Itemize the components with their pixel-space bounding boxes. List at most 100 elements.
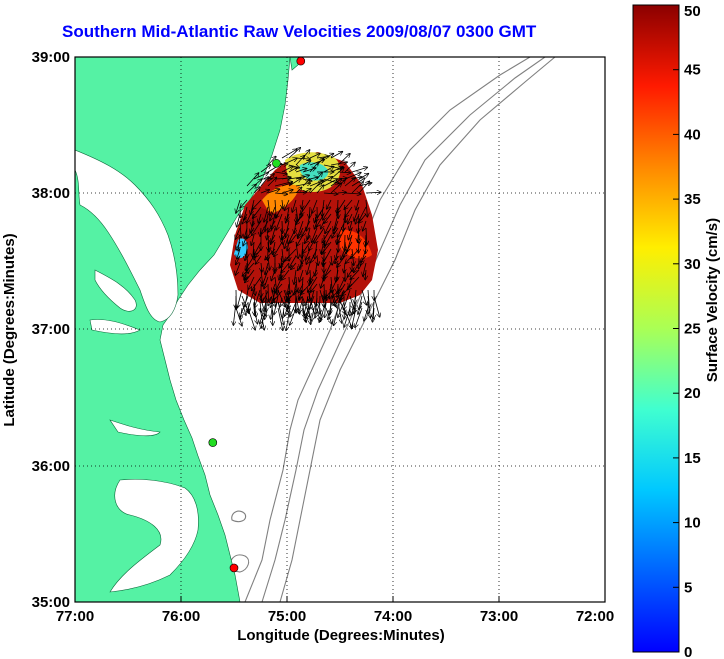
velocity-vector <box>337 199 346 212</box>
velocity-vector <box>273 241 275 254</box>
velocity-vector <box>373 307 374 319</box>
velocity-vector <box>277 301 284 325</box>
velocity-vector <box>295 169 307 173</box>
velocity-vector <box>302 150 310 159</box>
velocity-vector <box>327 199 332 209</box>
velocity-vector <box>258 213 261 223</box>
velocity-vector <box>351 182 363 194</box>
velocity-vector <box>308 276 318 292</box>
velocity-vector <box>315 262 317 276</box>
velocity-vector <box>373 295 380 317</box>
velocity-vector <box>337 192 346 193</box>
velocity-vector <box>288 295 290 309</box>
velocity-vector <box>253 241 254 257</box>
velocity-vector <box>251 234 254 245</box>
velocity-vector <box>288 167 297 173</box>
velocity-vector <box>331 295 335 306</box>
chesapeake-bay <box>75 149 199 593</box>
velocity-vector <box>302 199 303 209</box>
velocity-vector <box>317 255 318 265</box>
x-tick-label: 72:00 <box>576 608 614 625</box>
velocity-vector <box>281 262 290 273</box>
colorbar-tick-label: 0 <box>684 644 692 659</box>
velocity-vector <box>322 227 332 243</box>
velocity-vector <box>277 289 285 307</box>
velocity-vector <box>359 295 363 309</box>
velocity-vector <box>298 262 304 270</box>
velocity-vector <box>339 276 346 291</box>
velocity-vector <box>328 307 333 319</box>
velocity-vector <box>295 156 304 166</box>
velocity-vector <box>291 262 297 269</box>
velocity-vector <box>261 307 267 328</box>
velocity-vector <box>324 269 332 278</box>
velocity-vector <box>319 301 327 322</box>
velocity-vector <box>355 307 363 327</box>
x-axis-label: Longitude (Degrees:Minutes) <box>237 627 445 644</box>
velocity-vector <box>253 307 257 324</box>
velocity-vector <box>295 289 296 312</box>
velocity-vector <box>274 193 287 194</box>
velocity-vector <box>343 241 353 257</box>
velocity-vector <box>311 307 314 321</box>
velocity-vector <box>316 206 325 221</box>
velocity-vector <box>344 262 345 272</box>
velocity-vector <box>268 199 270 215</box>
velocity-vector <box>240 199 248 207</box>
velocity-vector <box>351 178 365 187</box>
velocity-vector <box>236 255 241 265</box>
velocity-vector <box>315 301 321 318</box>
velocity-vector <box>281 190 293 194</box>
velocity-vector <box>316 173 322 180</box>
velocity-vector <box>358 181 369 194</box>
colorbar-tick-label: 35 <box>684 191 701 208</box>
velocity-vector <box>267 157 276 166</box>
velocity-vector <box>281 183 292 187</box>
y-axis-label: Latitude (Degrees:Minutes) <box>1 233 18 426</box>
colorbar-tick-label: 10 <box>684 515 701 532</box>
velocity-vector <box>246 173 259 187</box>
velocity-vector <box>245 255 255 270</box>
velocity-vector <box>260 301 261 312</box>
velocity-vector <box>267 189 280 194</box>
velocity-vector <box>296 213 304 224</box>
x-tick-marks <box>74 596 606 602</box>
velocity-vector <box>247 227 255 238</box>
velocity-vector <box>351 167 367 173</box>
velocity-vector <box>338 220 346 237</box>
velocity-vector <box>242 262 255 276</box>
velocity-vector <box>281 177 291 179</box>
velocity-vector <box>264 276 269 289</box>
velocity-vector <box>237 248 241 259</box>
velocity-vector <box>233 301 237 325</box>
velocity-vector <box>349 220 352 230</box>
colorbar-tick-label: 50 <box>684 3 701 20</box>
velocity-vector <box>262 290 269 303</box>
velocity-vector <box>240 295 249 317</box>
velocity-vector <box>365 269 366 279</box>
velocity-vector <box>290 307 297 325</box>
velocity-vector <box>286 213 290 223</box>
velocity-vector <box>284 301 291 316</box>
velocity-vector <box>292 199 297 212</box>
velocity-vector <box>265 213 269 231</box>
velocity-vector <box>260 177 268 187</box>
velocity-vector <box>304 295 309 315</box>
velocity-vector <box>343 289 351 309</box>
velocity-vector <box>272 283 275 292</box>
velocity-vector <box>282 269 290 280</box>
colorbar-gradient <box>632 4 680 653</box>
velocity-vector <box>359 213 367 223</box>
velocity-vector <box>253 173 268 180</box>
velocity-vector <box>310 248 318 262</box>
velocity-vector <box>358 301 363 314</box>
velocity-vector <box>345 206 353 217</box>
velocity-vector <box>300 199 311 214</box>
velocity-vector <box>307 289 313 310</box>
velocity-vector <box>271 234 276 242</box>
velocity-vector <box>338 301 345 317</box>
velocity-vector <box>322 248 332 265</box>
velocity-vector <box>285 248 297 261</box>
velocity-vector <box>248 289 255 311</box>
velocity-vector <box>309 154 320 159</box>
